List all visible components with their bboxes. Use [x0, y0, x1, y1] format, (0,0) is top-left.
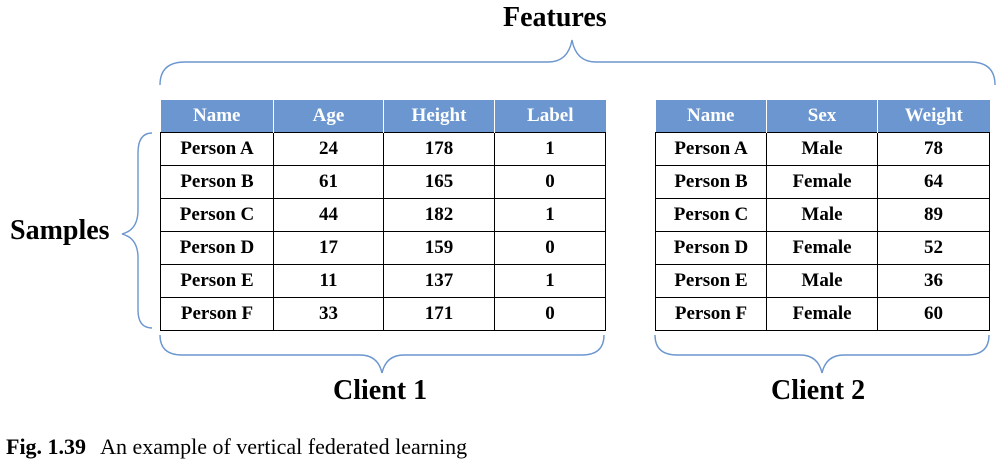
table-cell: Person A [655, 132, 767, 166]
table-cell: 89 [877, 198, 990, 232]
client2-table: Name Sex Weight Person A Male 78 Person … [655, 100, 990, 331]
column-header: Name [655, 100, 767, 133]
table-cell: Female [766, 231, 878, 265]
client2-label: Client 2 [771, 375, 866, 406]
table-cell: 61 [273, 165, 384, 199]
table-row: Person A 24 178 1 [160, 132, 606, 166]
table-row: Person F Female 60 [655, 297, 990, 331]
client1-label: Client 1 [333, 375, 428, 406]
table-cell: 182 [383, 198, 495, 232]
table-row: Person A Male 78 [655, 132, 990, 166]
figure-number: Fig. 1.39 [6, 434, 87, 459]
column-header: Name [160, 100, 274, 133]
table-cell: Person A [160, 132, 274, 166]
table-row: Person E Male 36 [655, 264, 990, 298]
table-cell: 178 [383, 132, 495, 166]
samples-brace [121, 132, 153, 329]
table-cell: 11 [273, 264, 384, 298]
table-cell: Person D [655, 231, 767, 265]
column-header: Label [494, 100, 606, 133]
table-cell: Person E [160, 264, 274, 298]
figure-caption-text: An example of vertical federated learnin… [100, 434, 468, 459]
column-header: Weight [877, 100, 990, 133]
table-cell: Person C [160, 198, 274, 232]
table-cell: 24 [273, 132, 384, 166]
column-header: Age [273, 100, 384, 133]
table-cell: Male [766, 198, 878, 232]
client1-brace [159, 334, 605, 374]
table-cell: 159 [383, 231, 495, 265]
table-cell: 44 [273, 198, 384, 232]
table-cell: 0 [494, 231, 606, 265]
table-cell: 17 [273, 231, 384, 265]
client1-table: Name Age Height Label Person A 24 178 1 … [160, 100, 606, 331]
table-cell: Person E [655, 264, 767, 298]
features-label: Features [503, 2, 607, 33]
table-cell: 171 [383, 297, 495, 331]
table-header-row: Name Age Height Label [160, 100, 606, 133]
table-cell: Male [766, 132, 878, 166]
table-cell: 1 [494, 198, 606, 232]
table-cell: Person F [655, 297, 767, 331]
table-cell: 1 [494, 264, 606, 298]
column-header: Height [383, 100, 495, 133]
client2-brace [654, 334, 990, 374]
figure-caption: Fig. 1.39 An example of vertical federate… [6, 434, 467, 460]
table-cell: Female [766, 165, 878, 199]
table-cell: Female [766, 297, 878, 331]
table-cell: 0 [494, 165, 606, 199]
table-cell: Male [766, 264, 878, 298]
table-cell: 0 [494, 297, 606, 331]
column-header: Sex [766, 100, 878, 133]
table-row: Person F 33 171 0 [160, 297, 606, 331]
table-header-row: Name Sex Weight [655, 100, 990, 133]
table-cell: 137 [383, 264, 495, 298]
table-cell: Person B [655, 165, 767, 199]
table-row: Person C 44 182 1 [160, 198, 606, 232]
table-cell: 1 [494, 132, 606, 166]
table-row: Person D 17 159 0 [160, 231, 606, 265]
table-row: Person C Male 89 [655, 198, 990, 232]
table-cell: Person D [160, 231, 274, 265]
table-cell: 52 [877, 231, 990, 265]
table-cell: 33 [273, 297, 384, 331]
table-cell: Person B [160, 165, 274, 199]
table-row: Person E 11 137 1 [160, 264, 606, 298]
table-row: Person D Female 52 [655, 231, 990, 265]
table-cell: 64 [877, 165, 990, 199]
table-cell: 36 [877, 264, 990, 298]
table-cell: 78 [877, 132, 990, 166]
samples-label: Samples [10, 215, 110, 246]
table-row: Person B Female 64 [655, 165, 990, 199]
table-cell: Person C [655, 198, 767, 232]
table-cell: 60 [877, 297, 990, 331]
table-cell: Person F [160, 297, 274, 331]
features-brace [159, 39, 996, 86]
table-row: Person B 61 165 0 [160, 165, 606, 199]
table-cell: 165 [383, 165, 495, 199]
